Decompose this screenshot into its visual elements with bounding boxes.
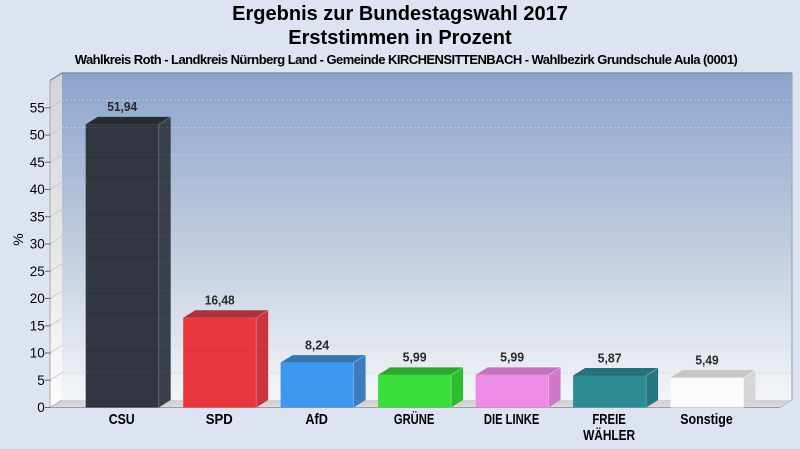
- svg-text:55: 55: [30, 101, 45, 116]
- svg-text:%: %: [10, 233, 26, 245]
- svg-text:8,24: 8,24: [305, 337, 330, 352]
- svg-text:5,99: 5,99: [500, 350, 524, 365]
- svg-text:30: 30: [30, 237, 45, 252]
- svg-text:5,49: 5,49: [695, 352, 718, 367]
- svg-text:Sonstige: Sonstige: [680, 411, 733, 428]
- svg-text:45: 45: [30, 155, 45, 170]
- svg-text:0: 0: [37, 400, 45, 415]
- svg-text:AfD: AfD: [305, 411, 328, 428]
- svg-text:CSU: CSU: [109, 411, 135, 428]
- svg-text:10: 10: [30, 346, 45, 361]
- svg-text:5,87: 5,87: [598, 350, 622, 365]
- svg-text:5: 5: [37, 373, 45, 388]
- svg-text:15: 15: [30, 318, 45, 333]
- svg-text:35: 35: [30, 209, 45, 224]
- svg-text:WÄHLER: WÄHLER: [583, 427, 635, 444]
- svg-text:FREIE: FREIE: [592, 411, 626, 428]
- svg-text:5,99: 5,99: [403, 350, 427, 365]
- svg-text:16,48: 16,48: [205, 293, 235, 308]
- svg-text:SPD: SPD: [206, 411, 233, 428]
- svg-text:25: 25: [30, 264, 45, 279]
- svg-text:50: 50: [30, 128, 45, 143]
- svg-text:GRÜNE: GRÜNE: [394, 411, 435, 428]
- svg-text:20: 20: [30, 291, 45, 306]
- svg-text:40: 40: [30, 182, 45, 197]
- svg-text:51,94: 51,94: [107, 99, 138, 114]
- svg-text:DIE LINKE: DIE LINKE: [484, 411, 540, 428]
